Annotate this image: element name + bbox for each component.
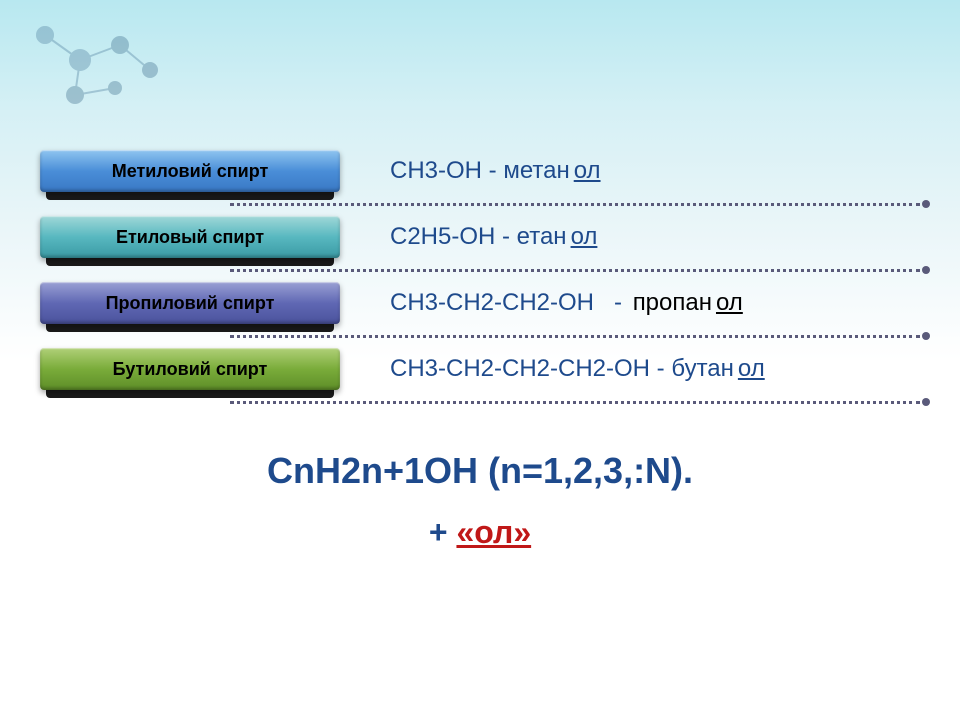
formula-part: СН3-СН2-СН2-СН2-ОН - бутан [390, 355, 734, 383]
alcohol-label-button[interactable]: Пропиловий спирт [40, 282, 340, 324]
formula-part: СН3-СН2-СН2-ОН - [390, 289, 629, 317]
alcohol-label-button[interactable]: Етиловый спирт [40, 216, 340, 258]
content-area: Метиловий спиртСН3-ОН - метанолЕтиловый … [0, 140, 960, 551]
alcohol-formula: СН3-СН2-СН2-ОН - пропанол [390, 289, 743, 317]
alcohol-label-button[interactable]: Метиловий спирт [40, 150, 340, 192]
alcohol-row: Метиловий спирт СН3-ОН - метанол [0, 140, 960, 202]
alcohol-row: Пропиловий спирт СН3-СН2-СН2-ОН - пропано… [0, 272, 960, 334]
general-formula-block: CnH2n+1OH (n=1,2,3,:N). + «ол» [0, 450, 960, 551]
suffix-line: + «ол» [0, 514, 960, 551]
alcohol-row: Етиловый спирт С2Н5-ОН - етанол [0, 206, 960, 268]
background-molecule-image [20, 10, 180, 125]
formula-part: ол [574, 157, 601, 185]
formula-part: ол [571, 223, 598, 251]
alcohol-formula: С2Н5-ОН - етанол [390, 223, 597, 251]
dotted-divider [230, 401, 920, 404]
alcohol-label-button[interactable]: Бутиловий спирт [40, 348, 340, 390]
alcohol-formula: СН3-СН2-СН2-СН2-ОН - бутанол [390, 355, 765, 383]
formula-part: пропан [633, 289, 712, 317]
formula-part: С2Н5-ОН - етан [390, 223, 567, 251]
formula-part: ол [716, 289, 743, 317]
ol-suffix: «ол» [456, 514, 531, 550]
formula-part: СН3-ОН - метан [390, 157, 570, 185]
general-formula: CnH2n+1OH (n=1,2,3,:N). [0, 450, 960, 492]
plus-sign: + [429, 514, 457, 550]
alcohol-formula: СН3-ОН - метанол [390, 157, 601, 185]
formula-part: ол [738, 355, 765, 383]
alcohol-row: Бутиловий спирт СН3-СН2-СН2-СН2-ОН - бута… [0, 338, 960, 400]
